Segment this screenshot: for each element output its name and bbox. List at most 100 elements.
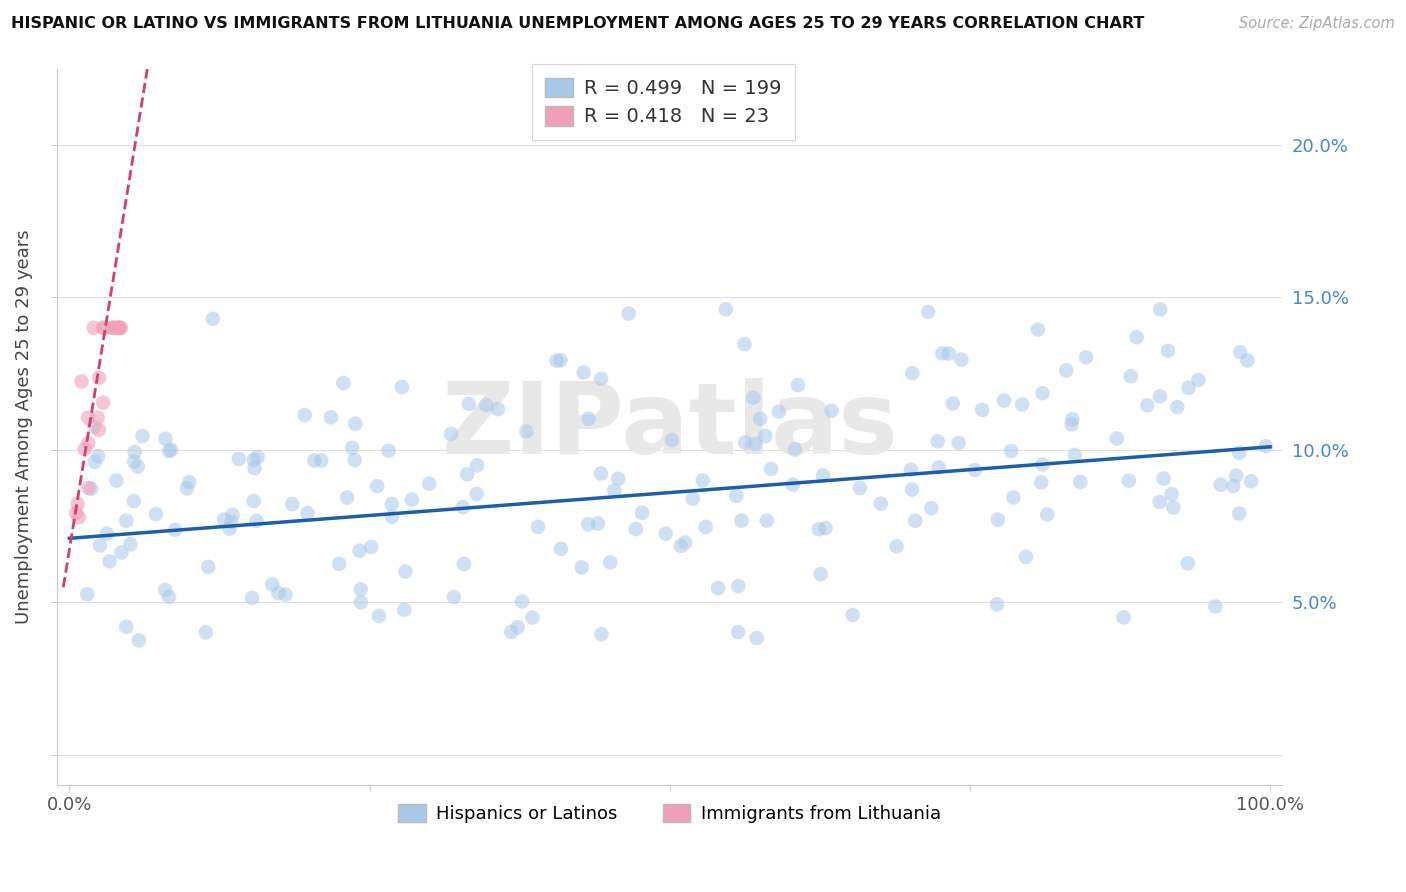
Point: [550, 541, 572, 556]
Point: [131, 429, 153, 443]
Point: [179, 475, 201, 489]
Point: [440, 426, 463, 441]
Point: [1225, 468, 1247, 483]
Point: [86, 410, 108, 425]
Point: [157, 590, 180, 604]
Point: [120, 537, 142, 551]
Point: [394, 603, 416, 617]
Point: [453, 557, 475, 571]
Point: [157, 444, 180, 458]
Point: [96, 526, 118, 541]
Point: [1157, 343, 1180, 358]
Point: [262, 577, 284, 591]
Point: [1015, 549, 1038, 564]
Point: [1125, 330, 1147, 344]
Point: [1227, 446, 1250, 460]
Point: [246, 450, 269, 464]
Point: [381, 497, 404, 511]
Point: [344, 417, 367, 431]
Point: [1032, 386, 1054, 401]
Point: [381, 509, 404, 524]
Point: [240, 591, 263, 605]
Point: [886, 540, 908, 554]
Point: [725, 489, 748, 503]
Point: [267, 586, 290, 600]
Point: [1204, 599, 1226, 614]
Point: [948, 436, 970, 450]
Point: [1177, 557, 1199, 571]
Point: [89, 539, 111, 553]
Point: [486, 402, 509, 417]
Point: [1112, 610, 1135, 624]
Point: [360, 540, 382, 554]
Point: [105, 321, 128, 335]
Text: HISPANIC OR LATINO VS IMMIGRANTS FROM LITHUANIA UNEMPLOYMENT AMONG AGES 25 TO 29: HISPANIC OR LATINO VS IMMIGRANTS FROM LI…: [11, 16, 1144, 31]
Point: [901, 366, 924, 380]
Point: [309, 453, 332, 467]
Point: [176, 481, 198, 495]
Point: [1187, 373, 1209, 387]
Point: [212, 512, 235, 526]
Point: [782, 477, 804, 491]
Point: [599, 555, 621, 569]
Point: [749, 412, 772, 426]
Point: [242, 494, 264, 508]
Point: [617, 306, 640, 320]
Point: [1222, 479, 1244, 493]
Point: [328, 557, 350, 571]
Point: [714, 302, 737, 317]
Point: [745, 631, 768, 645]
Point: [1229, 345, 1251, 359]
Point: [787, 378, 810, 392]
Point: [1149, 495, 1171, 509]
Point: [87, 423, 110, 437]
Point: [727, 625, 749, 640]
Point: [73, 442, 96, 456]
Point: [904, 514, 927, 528]
Point: [655, 526, 678, 541]
Point: [692, 474, 714, 488]
Point: [1227, 507, 1250, 521]
Point: [1153, 471, 1175, 485]
Point: [145, 507, 167, 521]
Point: [1031, 475, 1053, 490]
Point: [589, 372, 612, 386]
Point: [1002, 491, 1025, 505]
Point: [1149, 302, 1171, 317]
Point: [65, 506, 87, 520]
Point: [931, 346, 953, 360]
Point: [115, 514, 138, 528]
Point: [122, 494, 145, 508]
Point: [122, 455, 145, 469]
Point: [527, 520, 550, 534]
Point: [1054, 363, 1077, 377]
Point: [1074, 351, 1097, 365]
Point: [810, 567, 832, 582]
Point: [1240, 475, 1263, 489]
Point: [807, 522, 830, 536]
Point: [221, 508, 243, 522]
Point: [624, 522, 647, 536]
Point: [1254, 439, 1277, 453]
Point: [319, 410, 342, 425]
Point: [820, 404, 842, 418]
Point: [219, 515, 242, 529]
Point: [841, 607, 863, 622]
Point: [938, 346, 960, 360]
Point: [744, 437, 766, 451]
Point: [734, 435, 756, 450]
Point: [1063, 448, 1085, 462]
Point: [1209, 477, 1232, 491]
Point: [901, 483, 924, 497]
Point: [920, 501, 942, 516]
Point: [742, 391, 765, 405]
Point: [550, 353, 572, 368]
Point: [572, 366, 595, 380]
Point: [336, 491, 359, 505]
Point: [91, 321, 114, 335]
Point: [83, 321, 105, 335]
Point: [522, 610, 544, 624]
Point: [67, 510, 90, 524]
Point: [972, 403, 994, 417]
Point: [869, 497, 891, 511]
